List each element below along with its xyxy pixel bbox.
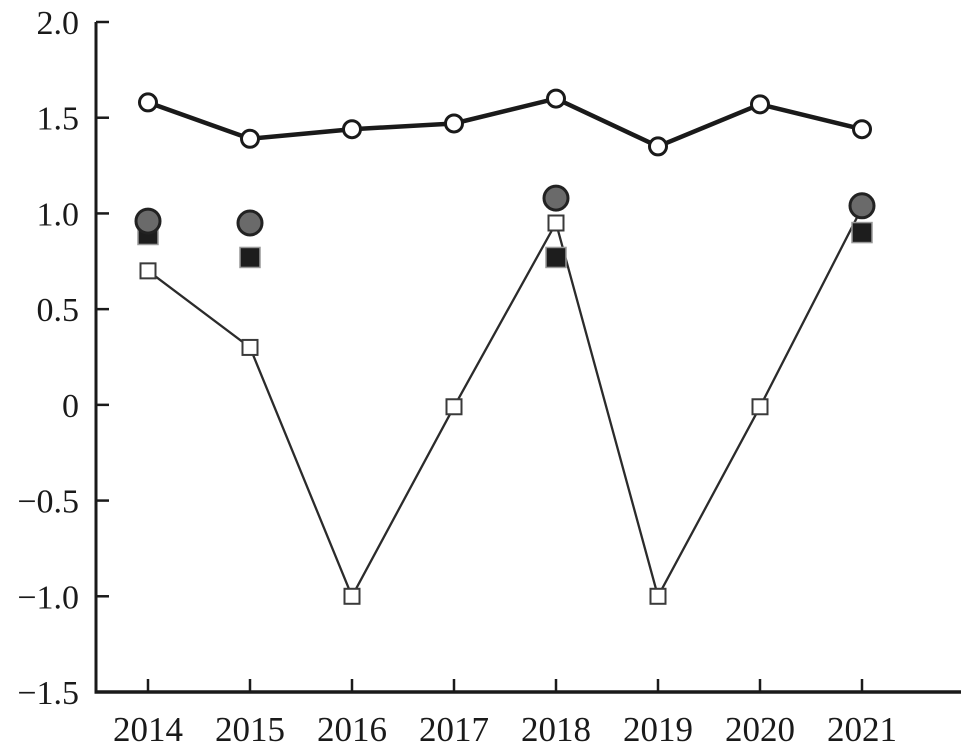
open-square-marker	[649, 587, 667, 605]
open-square-marker	[241, 338, 259, 356]
x-tick-label: 2021	[827, 710, 897, 749]
gray-circle-marker	[542, 184, 570, 212]
black-square-marker	[239, 246, 261, 269]
open-circle-marker	[342, 119, 362, 140]
open-circle-marker	[444, 113, 464, 134]
x-tick-label: 2019	[623, 710, 693, 749]
open-square-marker	[547, 214, 565, 232]
open-circle-marker	[138, 92, 158, 113]
y-tick-label: −1.0	[17, 579, 79, 616]
black-square-marker	[851, 221, 873, 244]
open-circle-marker	[648, 136, 668, 157]
x-tick-label: 2020	[725, 710, 795, 749]
gray-circle-marker	[236, 209, 264, 237]
x-tick-label: 2015	[215, 710, 285, 749]
black-square-marker	[545, 246, 567, 269]
y-tick-label: 1.0	[37, 196, 80, 233]
open-circle-line-path	[147, 96, 863, 149]
x-tick-label: 2017	[419, 710, 489, 749]
y-tick-label: 1.5	[37, 101, 80, 138]
open-square-marker	[445, 398, 463, 416]
x-tick-label: 2014	[113, 710, 183, 749]
x-tick-label: 2018	[521, 710, 591, 749]
open-square-line-path	[147, 207, 864, 600]
series-gray-circle-scatter	[134, 184, 876, 237]
y-tick-label: 2.0	[37, 5, 80, 42]
gray-circle-marker	[848, 192, 876, 220]
open-square-marker	[343, 587, 361, 605]
y-tick-label: −0.5	[17, 484, 79, 521]
open-circle-marker	[240, 128, 260, 149]
series-open-circle-line	[138, 88, 872, 157]
gray-circle-marker	[134, 207, 162, 235]
open-circle-marker	[750, 94, 770, 115]
open-circle-marker	[852, 119, 872, 140]
open-square-marker	[139, 262, 157, 280]
y-tick-label: 0.5	[37, 292, 80, 329]
y-tick-label: 0	[62, 388, 79, 425]
x-tick-label: 2016	[317, 710, 387, 749]
x-axis: 2014 2015 2016 2017 2018 2019 2020 2021	[94, 679, 961, 749]
y-tick-label: −1.5	[17, 675, 79, 712]
open-circle-marker	[546, 88, 566, 109]
y-axis: 2.0 1.5 1.0 0.5 0 −0.5 −1.0 −1.5	[17, 5, 109, 712]
open-square-marker	[751, 398, 769, 416]
series-open-square-line	[139, 207, 864, 605]
